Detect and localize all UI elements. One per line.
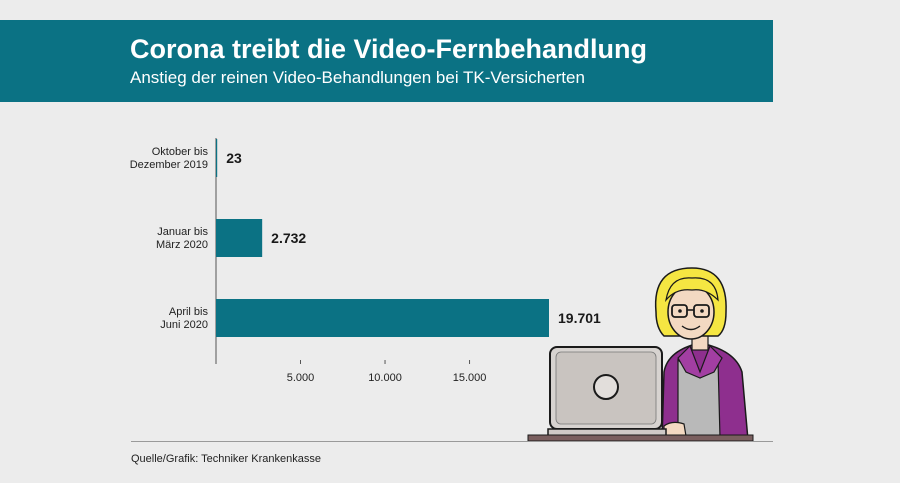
bar-0 [216, 139, 218, 177]
x-tick-label-0: 5.000 [287, 372, 315, 384]
x-tick-label-1: 10.000 [368, 372, 402, 384]
category-label-1: Januar bis März 2020 [156, 226, 208, 251]
category-label-0: Oktober bis Dezember 2019 [130, 146, 209, 171]
category-label-2: April bis Juni 2020 [160, 306, 208, 331]
value-label-2: 19.701 [558, 310, 601, 326]
value-label-0: 23 [226, 150, 242, 166]
x-tick-label-2: 15.000 [453, 372, 487, 384]
chart-subtitle: Anstieg der reinen Video-Behandlungen be… [130, 68, 585, 87]
header-banner [0, 20, 773, 102]
value-label-1: 2.732 [271, 230, 306, 246]
bar-1 [216, 219, 263, 257]
chart-title: Corona treibt die Video-Fernbehandlung [130, 34, 648, 64]
bar-2 [216, 299, 549, 337]
person-at-laptop-icon [527, 267, 754, 442]
source-note: Quelle/Grafik: Techniker Krankenkasse [131, 453, 321, 465]
footer-divider [131, 441, 773, 442]
